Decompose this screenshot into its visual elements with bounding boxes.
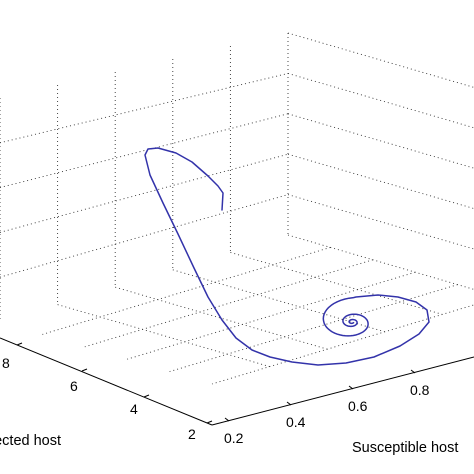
x-axis-tick xyxy=(348,385,354,390)
y-tick-labels: 8 6 4 2 xyxy=(2,355,196,442)
y-axis-tick xyxy=(81,368,88,372)
trajectory-line xyxy=(144,147,430,366)
x-tick-0.8: 0.8 xyxy=(410,382,430,398)
x-axis-tick xyxy=(286,401,292,406)
grid-line-right-wall xyxy=(287,234,474,290)
axis-lines xyxy=(0,337,474,426)
y-tick-4: 4 xyxy=(130,401,138,417)
grid-line-floor-y xyxy=(211,304,474,385)
grid-line-right-wall-top xyxy=(287,32,474,88)
grid-line-right-wall xyxy=(287,72,474,129)
grid-line-floor-y xyxy=(127,271,416,360)
grid-line-floor-y xyxy=(42,246,331,335)
grid-line-floor-x xyxy=(230,251,443,315)
grid-line-wall-horizontal xyxy=(0,153,289,233)
grid-line-wall-horizontal xyxy=(0,194,289,278)
grid-lines xyxy=(0,32,474,385)
grid-line-right-wall xyxy=(287,194,474,250)
y-axis-tick xyxy=(143,394,150,398)
grid-line-floor-x xyxy=(115,286,328,350)
y-axis-tick xyxy=(206,420,213,424)
x-tick-0.4: 0.4 xyxy=(286,414,306,430)
x-tick-0.2: 0.2 xyxy=(224,430,244,446)
grid-line-right-wall xyxy=(287,113,474,169)
grid-line-floor-x xyxy=(57,304,270,368)
x-axis-line xyxy=(211,356,474,426)
grid-line-floor-y xyxy=(169,284,458,373)
grid-line-wall-horizontal xyxy=(0,72,289,144)
x-axis-label: Susceptible host xyxy=(352,440,458,456)
y-axis-label: Infected host xyxy=(0,433,61,449)
y-tick-2: 2 xyxy=(188,426,196,442)
x-axis-tick xyxy=(410,369,416,374)
grid-line-wall-horizontal xyxy=(0,113,289,189)
x-tick-0.6: 0.6 xyxy=(348,398,368,414)
grid-line-floor-y xyxy=(84,259,373,348)
grid-line-right-wall xyxy=(287,153,474,210)
y-axis-tick xyxy=(16,342,23,346)
y-tick-6: 6 xyxy=(70,378,78,394)
y-axis-line xyxy=(0,337,213,426)
y-tick-8: 8 xyxy=(2,355,10,371)
x-axis-tick xyxy=(224,417,230,422)
x-tick-labels: 0.2 0.4 0.6 0.8 xyxy=(224,382,430,446)
